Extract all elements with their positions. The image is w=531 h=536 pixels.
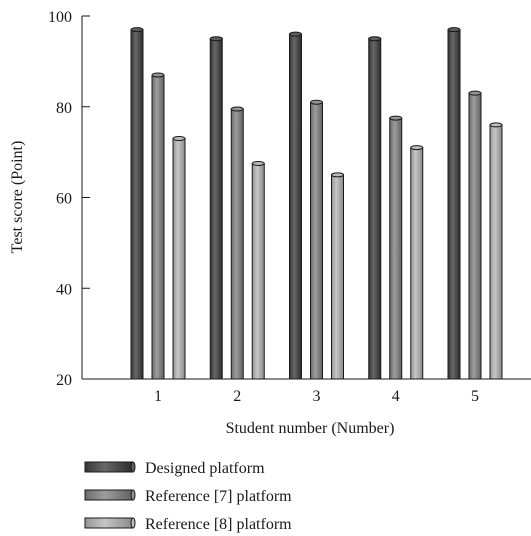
bar xyxy=(410,145,424,380)
y-tick-label: 100 xyxy=(48,9,72,26)
legend-label: Designed platform xyxy=(145,460,265,477)
legend: Designed platform Reference [7] platform R… xyxy=(84,460,292,533)
bar xyxy=(368,36,382,380)
x-ticks: 1 2 3 4 5 xyxy=(154,388,479,405)
legend-item: Reference [8] platform xyxy=(84,516,292,533)
bar xyxy=(489,122,503,380)
legend-swatch xyxy=(84,489,136,501)
x-tick-label: 5 xyxy=(471,388,479,405)
legend-item: Reference [7] platform xyxy=(84,488,292,505)
x-tick-label: 4 xyxy=(392,388,400,405)
y-axis-label: Test score (Point) xyxy=(9,141,26,254)
bar xyxy=(251,160,265,380)
bar xyxy=(447,27,461,380)
bar xyxy=(151,72,165,380)
legend-item: Designed platform xyxy=(84,460,265,477)
bar xyxy=(130,27,144,380)
bar xyxy=(230,106,244,380)
x-tick-label: 1 xyxy=(154,388,162,405)
y-tick-label: 60 xyxy=(56,191,72,208)
bar xyxy=(468,90,482,380)
y-tick-label: 20 xyxy=(56,372,72,389)
bar xyxy=(209,36,223,380)
bars xyxy=(130,27,503,380)
bar xyxy=(310,99,323,380)
x-axis-label: Student number (Number) xyxy=(226,420,395,437)
legend-swatch xyxy=(84,461,136,473)
y-tick-label: 80 xyxy=(56,100,72,117)
legend-swatch xyxy=(84,517,136,529)
x-tick-label: 2 xyxy=(233,388,241,405)
bar xyxy=(331,172,344,380)
y-ticks: 20 40 60 80 100 xyxy=(48,9,90,389)
axes xyxy=(81,16,531,380)
legend-label: Reference [8] platform xyxy=(145,516,292,533)
bar xyxy=(389,115,403,380)
x-tick-label: 3 xyxy=(313,388,321,405)
bar xyxy=(289,31,302,380)
legend-label: Reference [7] platform xyxy=(145,488,292,505)
y-tick-label: 40 xyxy=(56,281,72,298)
bar xyxy=(172,136,186,380)
